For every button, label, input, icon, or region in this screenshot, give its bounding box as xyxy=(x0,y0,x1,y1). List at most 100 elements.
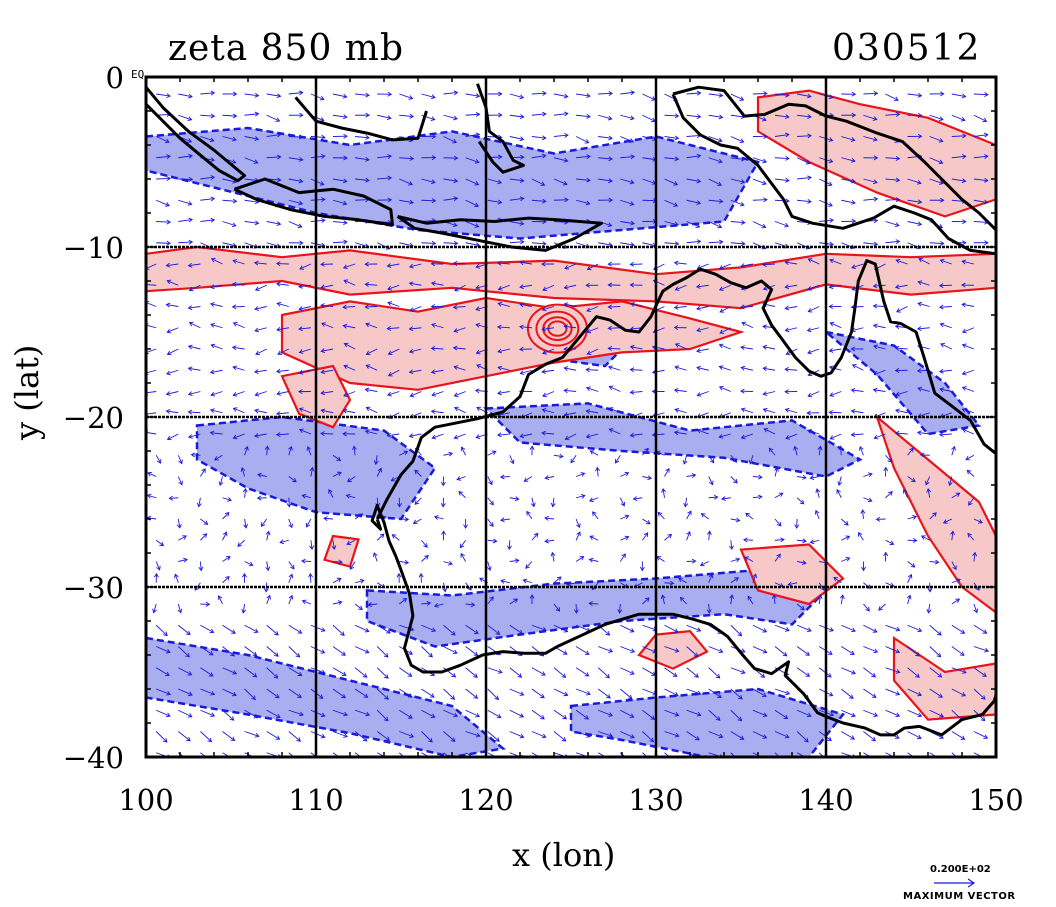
wind-vector-head xyxy=(188,93,193,99)
wind-vector xyxy=(465,242,480,246)
wind-vector-head xyxy=(373,460,379,465)
wind-vector xyxy=(664,242,679,245)
wind-vector xyxy=(973,93,988,96)
wind-vector-head xyxy=(580,472,586,477)
wind-vector-head xyxy=(696,90,702,96)
wind-vector xyxy=(973,731,988,739)
wind-vector xyxy=(973,518,983,524)
wind-vector xyxy=(721,497,731,500)
wind-vector xyxy=(719,344,731,350)
wind-vector xyxy=(178,199,192,205)
wind-vector xyxy=(841,688,854,699)
wind-vector-head xyxy=(341,651,346,656)
wind-vector-head xyxy=(514,558,520,564)
wind-vector-head xyxy=(805,160,811,165)
wind-vector-head xyxy=(939,240,945,246)
wind-vector xyxy=(156,177,171,180)
wind-vector xyxy=(656,451,665,456)
wind-vector xyxy=(519,326,532,329)
wind-vector-head xyxy=(519,177,525,183)
wind-vector-head xyxy=(320,284,326,290)
wind-vector-head xyxy=(185,630,191,636)
wind-vector xyxy=(863,624,878,633)
cyclone-contour xyxy=(535,310,580,347)
wind-vector-head xyxy=(475,712,481,718)
wind-vector-head xyxy=(495,630,501,635)
wind-vector-head xyxy=(166,219,172,225)
wind-vector-head xyxy=(828,158,834,164)
wind-vector-head xyxy=(873,218,879,224)
wind-vector xyxy=(323,517,334,520)
wind-vector-head xyxy=(721,496,726,501)
wind-vector-head xyxy=(453,392,459,398)
wind-vector-head xyxy=(629,713,635,718)
wind-vector-head xyxy=(396,572,402,578)
wind-vector-head xyxy=(299,112,304,118)
wind-vector-head xyxy=(669,580,675,586)
wind-vector-head xyxy=(762,712,768,717)
wind-vector xyxy=(608,366,621,371)
wind-vector xyxy=(200,198,215,201)
wind-vector-head xyxy=(496,432,502,438)
wind-vector xyxy=(309,573,312,583)
wind-vector xyxy=(211,344,223,350)
wind-vector xyxy=(332,472,342,477)
wind-vector-head xyxy=(696,305,701,311)
wind-vector xyxy=(266,93,281,97)
wind-vector-head xyxy=(851,627,856,633)
wind-vector-head xyxy=(365,350,371,356)
wind-vector xyxy=(310,540,313,550)
wind-vector-head xyxy=(364,387,370,393)
wind-vector-head xyxy=(959,651,965,656)
wind-vector xyxy=(465,93,480,97)
wind-vector-head xyxy=(187,691,193,697)
wind-vector-head xyxy=(430,369,436,375)
wind-vector xyxy=(531,533,539,541)
wind-vector-head xyxy=(442,587,448,593)
wind-vector-head xyxy=(320,408,326,414)
wind-vector xyxy=(321,304,334,307)
wind-vector-head xyxy=(387,197,393,203)
wind-vector xyxy=(553,134,568,137)
wind-vector-head xyxy=(782,759,786,763)
wind-vector-head xyxy=(661,487,667,493)
wind-vector-head xyxy=(873,241,879,247)
wind-vector xyxy=(551,552,555,562)
wind-vector-head xyxy=(431,240,437,246)
wind-vector-head xyxy=(514,496,520,502)
wind-vector xyxy=(744,556,754,562)
wind-vector xyxy=(399,598,407,605)
wind-vector xyxy=(863,473,873,477)
wind-vector-head xyxy=(843,521,849,526)
wind-vector-head xyxy=(320,431,325,436)
wind-vector xyxy=(797,114,812,118)
wind-vector xyxy=(310,198,325,201)
wind-vector xyxy=(752,688,767,697)
wind-vector xyxy=(434,603,444,607)
wind-vector xyxy=(458,491,466,499)
wind-vector xyxy=(830,322,842,329)
wind-vector-head xyxy=(873,344,878,350)
wind-vector xyxy=(564,367,577,371)
wind-vector xyxy=(553,157,568,162)
wind-vector-head xyxy=(253,628,259,633)
wind-vector xyxy=(829,348,842,352)
wind-vector xyxy=(642,667,656,676)
wind-vector xyxy=(346,494,356,499)
wind-vector xyxy=(531,199,546,202)
wind-vector xyxy=(598,114,612,120)
wind-vector xyxy=(222,242,237,247)
wind-vector-head xyxy=(299,711,304,717)
wind-vector-head xyxy=(895,691,901,696)
wind-vector xyxy=(700,561,709,566)
wind-vector xyxy=(785,306,798,309)
wind-vector xyxy=(917,431,930,435)
wind-vector-head xyxy=(895,258,901,264)
wind-vector-head xyxy=(431,155,437,161)
wind-vector xyxy=(774,553,781,562)
wind-vector-head xyxy=(519,691,525,696)
wind-vector-head xyxy=(498,91,503,97)
wind-vector xyxy=(730,178,745,183)
wind-vector xyxy=(686,731,700,741)
wind-vector xyxy=(188,411,201,414)
